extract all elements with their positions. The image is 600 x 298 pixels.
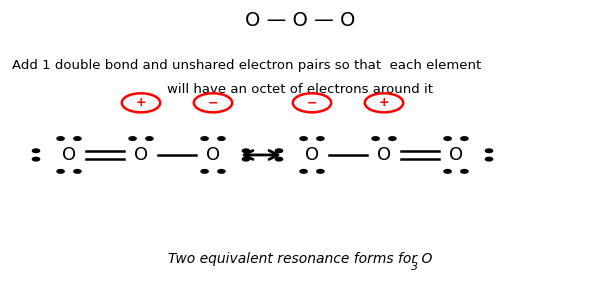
Text: Add 1 double bond and unshared electron pairs so that  each element: Add 1 double bond and unshared electron … [12, 59, 481, 72]
Text: O — O — O: O — O — O [245, 11, 355, 30]
Text: 3: 3 [411, 262, 418, 272]
Text: O: O [62, 146, 76, 164]
Text: +: + [379, 96, 389, 109]
Circle shape [218, 170, 225, 173]
Circle shape [485, 157, 493, 161]
Circle shape [32, 157, 40, 161]
Text: Two equivalent resonance forms for O: Two equivalent resonance forms for O [168, 252, 432, 266]
Text: −: − [307, 96, 317, 109]
Circle shape [74, 137, 81, 140]
Circle shape [461, 137, 468, 140]
Circle shape [444, 137, 451, 140]
Circle shape [57, 170, 64, 173]
Text: O: O [206, 146, 220, 164]
Circle shape [74, 170, 81, 173]
Circle shape [317, 137, 324, 140]
Text: O: O [134, 146, 148, 164]
Circle shape [218, 137, 225, 140]
Circle shape [57, 137, 64, 140]
Text: O: O [377, 146, 391, 164]
Text: will have an octet of electrons around it: will have an octet of electrons around i… [167, 83, 433, 96]
Circle shape [129, 137, 136, 140]
Text: −: − [208, 96, 218, 109]
Circle shape [275, 149, 283, 153]
Text: O: O [449, 146, 463, 164]
Text: O: O [305, 146, 319, 164]
Circle shape [242, 149, 250, 153]
Circle shape [444, 170, 451, 173]
Circle shape [201, 137, 208, 140]
Circle shape [32, 149, 40, 153]
Circle shape [389, 137, 396, 140]
Circle shape [317, 170, 324, 173]
Circle shape [372, 137, 379, 140]
Circle shape [300, 137, 307, 140]
Text: +: + [136, 96, 146, 109]
Circle shape [201, 170, 208, 173]
Circle shape [146, 137, 153, 140]
Circle shape [275, 157, 283, 161]
Circle shape [300, 170, 307, 173]
Circle shape [461, 170, 468, 173]
Circle shape [485, 149, 493, 153]
Circle shape [242, 157, 250, 161]
